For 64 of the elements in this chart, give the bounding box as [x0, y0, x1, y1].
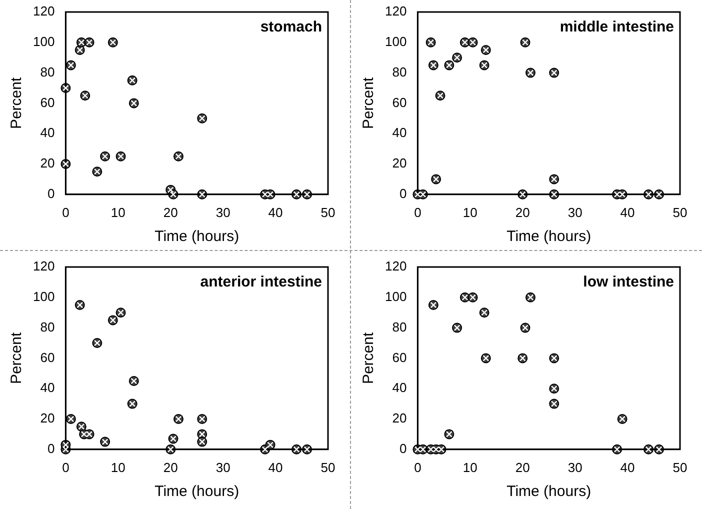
y-tick-label: 20 — [40, 156, 55, 171]
y-tick-label: 20 — [392, 156, 407, 171]
x-axis-title: Time (hours) — [154, 228, 240, 246]
y-tick-label: 0 — [399, 440, 407, 456]
x-axis-title: Time (hours) — [506, 228, 592, 246]
x-tick-label: 10 — [462, 204, 478, 220]
y-tick-label: 40 — [392, 380, 407, 396]
y-axis-title: Percent — [360, 76, 378, 130]
text: stomach — [260, 18, 322, 36]
y-tick-label: 60 — [40, 350, 55, 365]
y-tick-label: 80 — [40, 64, 55, 80]
y-tick-label: 20 — [40, 410, 55, 426]
x-tick-label: 30 — [568, 204, 582, 220]
x-tick-label: 20 — [163, 204, 178, 220]
y-tick-label: 0 — [399, 186, 407, 201]
y-tick-label: 20 — [392, 410, 407, 426]
y-tick-label: 120 — [384, 4, 407, 19]
x-axis-title: Time (hours) — [506, 483, 592, 500]
x-tick-label: 0 — [414, 204, 422, 220]
x-tick-label: 0 — [62, 204, 70, 220]
x-tick-label: 40 — [268, 204, 283, 220]
x-tick-label: 50 — [672, 204, 688, 220]
x-tick-label: 20 — [163, 460, 178, 475]
y-tick-label: 0 — [47, 440, 55, 456]
y-tick-label: 120 — [32, 4, 55, 19]
y-tick-label: 40 — [392, 125, 407, 140]
y-tick-label: 100 — [32, 34, 55, 49]
y-tick-label: 80 — [392, 64, 407, 80]
x-tick-label: 40 — [620, 204, 635, 220]
x-tick-label: 50 — [320, 460, 336, 475]
x-tick-label: 20 — [515, 460, 530, 475]
y-tick-label: 40 — [40, 380, 55, 396]
text: anterior intestine — [200, 274, 322, 291]
y-tick-label: 100 — [32, 288, 55, 304]
y-tick-label: 0 — [47, 186, 55, 201]
x-tick-label: 30 — [216, 204, 230, 220]
x-tick-label: 40 — [620, 460, 635, 475]
y-tick-label: 60 — [40, 94, 55, 110]
y-tick-label: 80 — [40, 319, 55, 334]
y-tick-label: 60 — [392, 94, 407, 110]
y-tick-label: 100 — [384, 34, 407, 49]
x-tick-label: 0 — [62, 460, 70, 475]
x-tick-label: 10 — [110, 204, 126, 220]
y-tick-label: 120 — [384, 258, 407, 274]
x-tick-label: 50 — [320, 204, 336, 220]
y-tick-label: 100 — [384, 288, 407, 304]
x-tick-label: 40 — [268, 460, 283, 475]
x-tick-label: 20 — [515, 204, 530, 220]
x-tick-label: 10 — [462, 460, 478, 475]
x-tick-label: 30 — [216, 460, 230, 475]
y-tick-label: 120 — [32, 258, 55, 274]
x-tick-label: 30 — [568, 460, 582, 475]
x-tick-label: 0 — [414, 460, 422, 475]
y-axis-title: Percent — [8, 76, 26, 130]
text: low intestine — [583, 274, 674, 291]
x-axis-title: Time (hours) — [154, 483, 240, 500]
x-tick-label: 10 — [110, 460, 126, 475]
y-tick-label: 80 — [392, 319, 407, 334]
y-tick-label: 60 — [392, 350, 407, 365]
x-tick-label: 50 — [672, 460, 688, 475]
y-axis-title: Percent — [360, 332, 378, 384]
text: middle intestine — [560, 18, 674, 36]
y-axis-title: Percent — [8, 332, 26, 384]
y-tick-label: 40 — [40, 125, 55, 140]
